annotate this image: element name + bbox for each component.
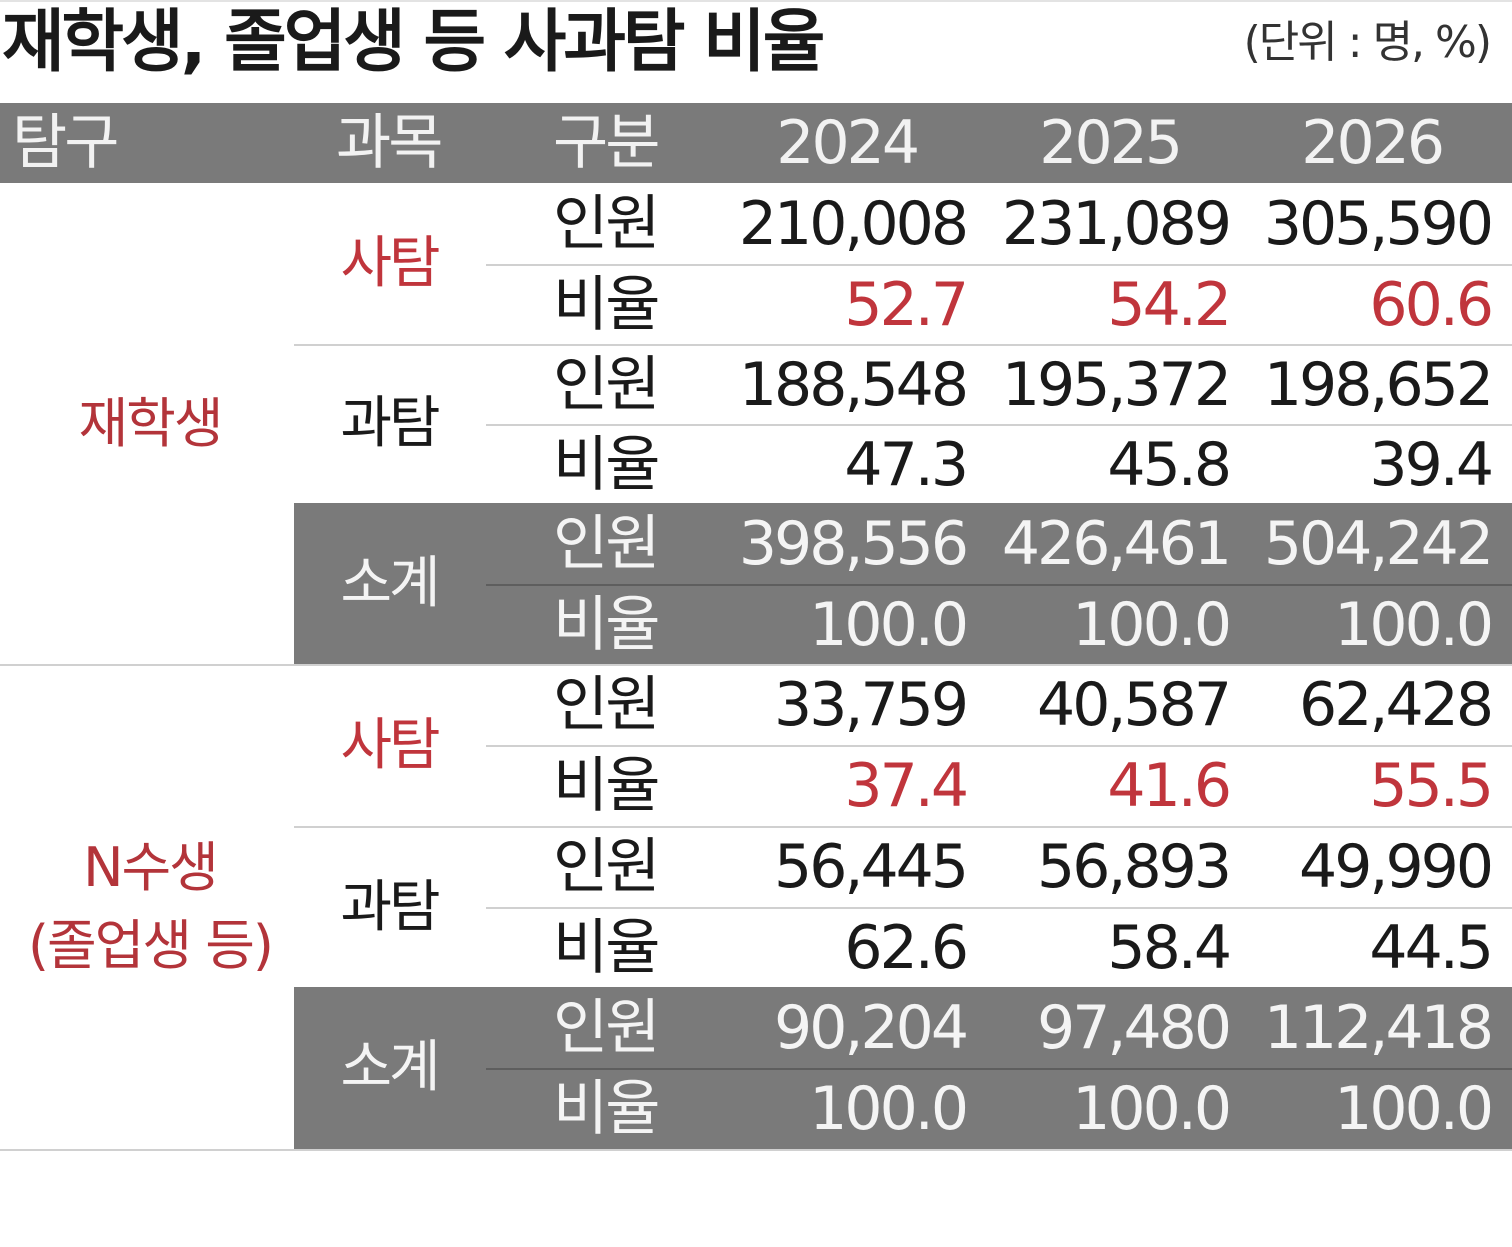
cell-value: 62,428 [1299, 670, 1494, 740]
cell-value: 504,242 [1263, 509, 1494, 579]
label-count: 인원 [553, 189, 660, 259]
cell-value: 54.2 [1107, 270, 1232, 340]
cell-value: 188,548 [738, 350, 969, 420]
group-divider [0, 664, 1512, 666]
subject-social: 사탐 [340, 231, 440, 296]
top-rule [0, 0, 1512, 2]
cell-value: 426,461 [1001, 509, 1232, 579]
cell-value: 58.4 [1107, 913, 1232, 983]
cell-value: 33,759 [774, 670, 969, 740]
label-ratio: 비율 [553, 270, 660, 340]
row-divider [486, 1068, 1512, 1070]
cell-value: 100.0 [1334, 1074, 1494, 1144]
cell-value: 112,418 [1263, 993, 1494, 1063]
row-divider [294, 344, 1512, 346]
header-year-2026: 2026 [1301, 108, 1445, 178]
row-divider [486, 264, 1512, 266]
cell-value: 100.0 [1072, 590, 1232, 660]
cell-value: 100.0 [1072, 1074, 1232, 1144]
cell-value: 37.4 [844, 751, 969, 821]
header-year-2025: 2025 [1039, 108, 1183, 178]
header-subject: 과목 [336, 108, 443, 178]
cell-value: 56,445 [774, 832, 969, 902]
cell-value: 44.5 [1369, 913, 1494, 983]
row-divider [486, 907, 1512, 909]
subject-subtotal: 소계 [340, 551, 440, 616]
label-ratio: 비율 [553, 913, 660, 983]
label-ratio: 비율 [553, 751, 660, 821]
cell-value: 40,587 [1037, 670, 1232, 740]
cell-value: 49,990 [1299, 832, 1494, 902]
header-category: 탐구 [12, 108, 119, 178]
subject-social: 사탐 [340, 713, 440, 778]
row-divider [486, 424, 1512, 426]
label-ratio: 비율 [553, 1074, 660, 1144]
category-graduates-line2: (졸업생 등) [27, 914, 274, 977]
cell-value: 231,089 [1001, 189, 1232, 259]
cell-value: 100.0 [1334, 590, 1494, 660]
label-count: 인원 [553, 670, 660, 740]
category-enrolled: 재학생 [78, 392, 223, 455]
cell-value: 39.4 [1369, 430, 1494, 500]
subject-science: 과탐 [340, 391, 440, 456]
cell-value: 60.6 [1369, 270, 1494, 340]
cell-value: 305,590 [1263, 189, 1494, 259]
subject-science: 과탐 [340, 875, 440, 940]
cell-value: 55.5 [1369, 751, 1494, 821]
cell-value: 100.0 [809, 590, 969, 660]
cell-value: 62.6 [844, 913, 969, 983]
row-divider [486, 745, 1512, 747]
cell-value: 45.8 [1107, 430, 1232, 500]
subject-subtotal: 소계 [340, 1035, 440, 1100]
unit-note: (단위 : 명, %) [1243, 17, 1492, 68]
row-divider [486, 584, 1512, 586]
category-graduates-line1: N수생 [83, 836, 219, 899]
cell-value: 195,372 [1001, 350, 1232, 420]
cell-value: 398,556 [738, 509, 969, 579]
label-count: 인원 [553, 509, 660, 579]
subtotal-block-enrolled [294, 503, 1512, 664]
table-header: 탐구 과목 구분 2024 2025 2026 [0, 103, 1512, 183]
label-count: 인원 [553, 832, 660, 902]
row-divider [294, 826, 1512, 828]
cell-value: 97,480 [1037, 993, 1232, 1063]
label-count: 인원 [553, 993, 660, 1063]
cell-value: 52.7 [844, 270, 969, 340]
cell-value: 198,652 [1263, 350, 1494, 420]
label-count: 인원 [553, 350, 660, 420]
label-ratio: 비율 [553, 590, 660, 660]
cell-value: 90,204 [774, 993, 969, 1063]
cell-value: 47.3 [844, 430, 969, 500]
header-year-2024: 2024 [776, 108, 920, 178]
cell-value: 100.0 [809, 1074, 969, 1144]
cell-value: 41.6 [1107, 751, 1232, 821]
cell-value: 56,893 [1037, 832, 1232, 902]
table-bottom-rule [0, 1149, 1512, 1151]
page-title: 재학생, 졸업생 등 사과탐 비율 [2, 3, 825, 82]
cell-value: 210,008 [738, 189, 969, 259]
label-ratio: 비율 [553, 430, 660, 500]
header-division: 구분 [553, 108, 660, 178]
